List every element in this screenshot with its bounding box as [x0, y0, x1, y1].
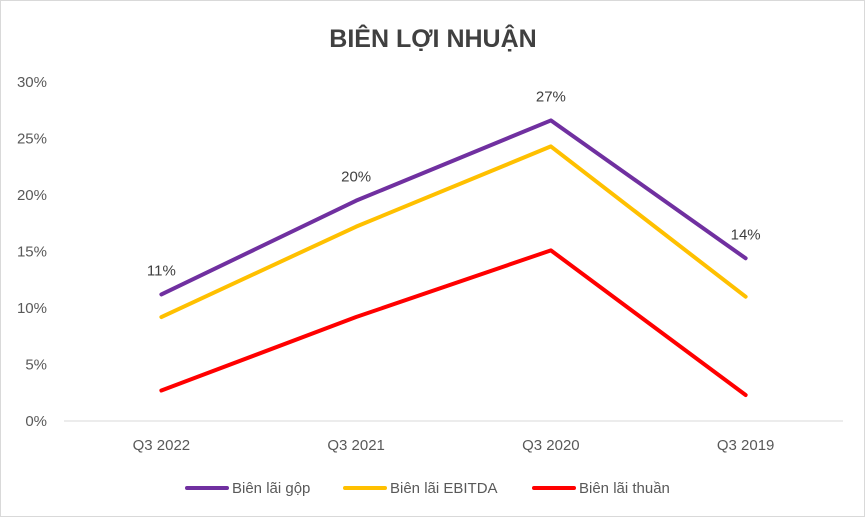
legend-label: Biên lãi gộp: [232, 480, 310, 497]
series-line: [159, 248, 748, 398]
x-axis: Q3 2022 Q3 2021 Q3 2020 Q3 2019: [133, 437, 775, 454]
y-tick-label: 10%: [17, 300, 47, 317]
series-layer: [159, 118, 748, 398]
chart-title: BIÊN LỢI NHUẬN: [329, 23, 536, 53]
y-tick-label: 20%: [17, 187, 47, 204]
data-label: 20%: [341, 169, 371, 186]
y-tick-label: 25%: [17, 131, 47, 148]
series-line: [159, 144, 748, 320]
data-label: 14%: [731, 226, 761, 243]
series-line: [159, 118, 748, 297]
legend-label: Biên lãi EBITDA: [390, 480, 498, 497]
legend: Biên lãi gộp Biên lãi EBITDA Biên lãi thuầ…: [185, 480, 670, 497]
data-label: 27%: [536, 88, 566, 105]
x-tick-label: Q3 2022: [133, 437, 191, 454]
y-tick-label: 5%: [25, 357, 47, 374]
data-labels: 11% 20% 27% 14%: [147, 88, 761, 279]
y-axis: 0% 5% 10% 15% 20% 25% 30%: [17, 74, 47, 430]
x-tick-label: Q3 2021: [327, 437, 385, 454]
y-tick-label: 15%: [17, 244, 47, 261]
y-tick-label: 30%: [17, 74, 47, 91]
x-tick-label: Q3 2020: [522, 437, 580, 454]
data-label: 11%: [147, 262, 176, 279]
x-tick-label: Q3 2019: [717, 437, 775, 454]
y-tick-label: 0%: [25, 413, 47, 430]
legend-label: Biên lãi thuần: [579, 480, 670, 497]
